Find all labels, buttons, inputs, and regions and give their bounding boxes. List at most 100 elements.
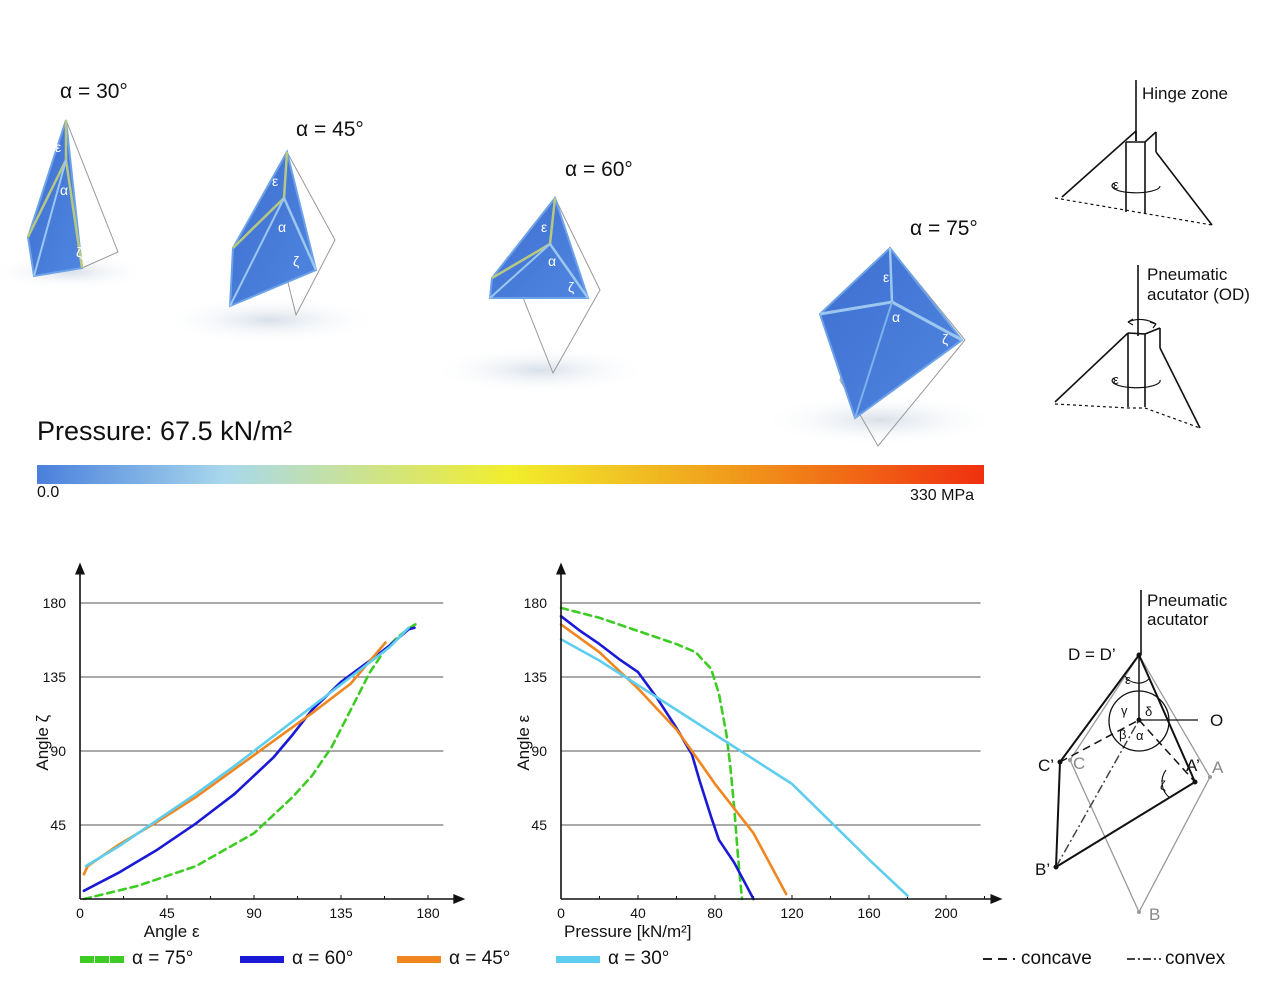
epsilon-symbol: ε [541, 219, 547, 235]
y-tick-label: 135 [43, 669, 67, 685]
x-tick-label: 200 [934, 905, 958, 921]
x-axis-label: Pressure [kN/m²] [564, 922, 692, 941]
svg-text:γ: γ [1121, 703, 1128, 718]
x-axis-arrow [453, 894, 466, 904]
point-a-prime-label: A’ [1186, 756, 1200, 775]
alpha-label-30: α = 30° [60, 80, 128, 103]
series-line [559, 614, 755, 901]
legend-label: α = 30° [608, 948, 670, 969]
y-axis-label: Angle ε [514, 714, 533, 770]
point-b-label: B [1149, 905, 1161, 924]
legend-swatch [80, 955, 124, 963]
y-axis-arrow [75, 562, 85, 575]
dashdot-line-swatch [1127, 958, 1161, 960]
x-tick-label: 80 [707, 905, 723, 921]
legend-swatch [397, 955, 441, 963]
zeta-symbol: ζ [942, 331, 948, 347]
fold-model-alpha-60: ε α ζ [488, 195, 601, 375]
svg-text:β: β [1119, 727, 1126, 742]
legend-label: α = 75° [132, 948, 194, 969]
legend-item-alpha-75: α = 75° [80, 944, 193, 974]
x-axis-label: Angle ε [144, 922, 200, 941]
zeta-symbol: ζ [293, 253, 299, 269]
hinge-zone-diagram: ε [1054, 80, 1213, 226]
epsilon-symbol: ε [272, 173, 278, 189]
x-tick-label: 160 [857, 905, 881, 921]
series-line [559, 623, 788, 896]
actuator-label-line2: acutator [1147, 610, 1209, 629]
epsilon-symbol: ε [883, 269, 889, 285]
legend-label: α = 60° [292, 948, 354, 969]
colorbar-max-label: 330 MPa [910, 487, 975, 504]
legend-item-alpha-30: α = 30° [556, 944, 669, 974]
series-line [559, 606, 744, 901]
legend-label: convex [1165, 948, 1226, 969]
point-a-label: A [1212, 758, 1224, 777]
actuator-od-label-line2: acutator (OD) [1147, 285, 1250, 304]
hinge-zone-label: Hinge zone [1142, 84, 1229, 103]
point-o-label: O [1210, 711, 1224, 730]
svg-text:ε: ε [1113, 372, 1119, 387]
x-tick-label: 40 [630, 905, 646, 921]
alpha-label-60: α = 60° [565, 158, 633, 181]
chart-epsilon-vs-pressure: 45 90 135 180 0 40 80 120 160 200 Pressure [kN/m²]… [514, 562, 1003, 941]
alpha-label-45: α = 45° [296, 118, 364, 141]
legend-label: concave [1021, 948, 1092, 969]
zeta-symbol: ζ [76, 244, 82, 260]
fold-model-alpha-75: ε α ζ [818, 246, 966, 447]
actuator-od-label-line1: Pneumatic [1147, 265, 1228, 284]
svg-text:δ: δ [1145, 704, 1152, 719]
point-d-label: D = D’ [1068, 645, 1116, 664]
y-tick-label: 90 [50, 743, 66, 759]
legend-item-alpha-60: α = 60° [240, 944, 353, 974]
x-tick-label: 0 [557, 905, 565, 921]
alpha-symbol: α [548, 253, 556, 269]
legend-item-alpha-45: α = 45° [397, 944, 510, 974]
legend-swatch [240, 955, 284, 963]
x-tick-label: 180 [416, 905, 440, 921]
zeta-symbol: ζ [568, 279, 574, 295]
y-axis-arrow [556, 562, 566, 575]
svg-text:ε: ε [1113, 177, 1119, 192]
x-tick-label: 0 [76, 905, 84, 921]
series-line [84, 626, 410, 868]
alpha-symbol: α [278, 219, 286, 235]
svg-text:ζ: ζ [1160, 778, 1166, 793]
x-axis-arrow [990, 894, 1003, 904]
y-axis-label: Angle ζ [33, 714, 52, 770]
y-tick-label: 180 [524, 595, 548, 611]
shadow [160, 296, 380, 344]
stress-colorbar [37, 465, 984, 484]
y-tick-label: 135 [524, 669, 548, 685]
actuator-od-diagram: ε [1054, 265, 1201, 429]
x-tick-label: 90 [246, 905, 262, 921]
pressure-label: Pressure: 67.5 kN/m² [37, 416, 293, 446]
svg-text:ε: ε [1125, 672, 1131, 687]
fold-model-alpha-30: ε α ζ [26, 119, 119, 278]
alpha-label-75: α = 75° [910, 217, 978, 240]
legend-label: α = 45° [449, 948, 511, 969]
alpha-symbol: α [60, 182, 68, 198]
y-tick-label: 45 [531, 817, 547, 833]
x-tick-label: 45 [159, 905, 175, 921]
legend-item-convex: convex [1127, 944, 1225, 974]
legend-swatch [556, 955, 600, 963]
y-tick-label: 45 [50, 817, 66, 833]
geometry-diagram: γ δ β α ε ζ [1053, 590, 1212, 914]
legend: α = 75° α = 60° α = 45° α = 30° concave … [0, 944, 1274, 974]
alpha-symbol: α [892, 309, 900, 325]
series-line [559, 637, 909, 897]
chart-zeta-vs-epsilon: 45 90 135 180 0 45 90 135 180 Angle ε Angle ζ [33, 562, 466, 941]
y-tick-label: 90 [531, 743, 547, 759]
y-tick-label: 180 [43, 595, 67, 611]
point-c-prime-label: C’ [1038, 756, 1055, 775]
svg-text:α: α [1136, 728, 1144, 743]
shadow [430, 346, 650, 394]
colorbar-min-label: 0.0 [37, 484, 60, 501]
dashed-line-swatch [983, 958, 1015, 960]
fold-model-alpha-45: ε α ζ [228, 149, 336, 317]
epsilon-symbol: ε [55, 139, 61, 155]
x-tick-label: 135 [329, 905, 353, 921]
x-tick-label: 120 [780, 905, 804, 921]
